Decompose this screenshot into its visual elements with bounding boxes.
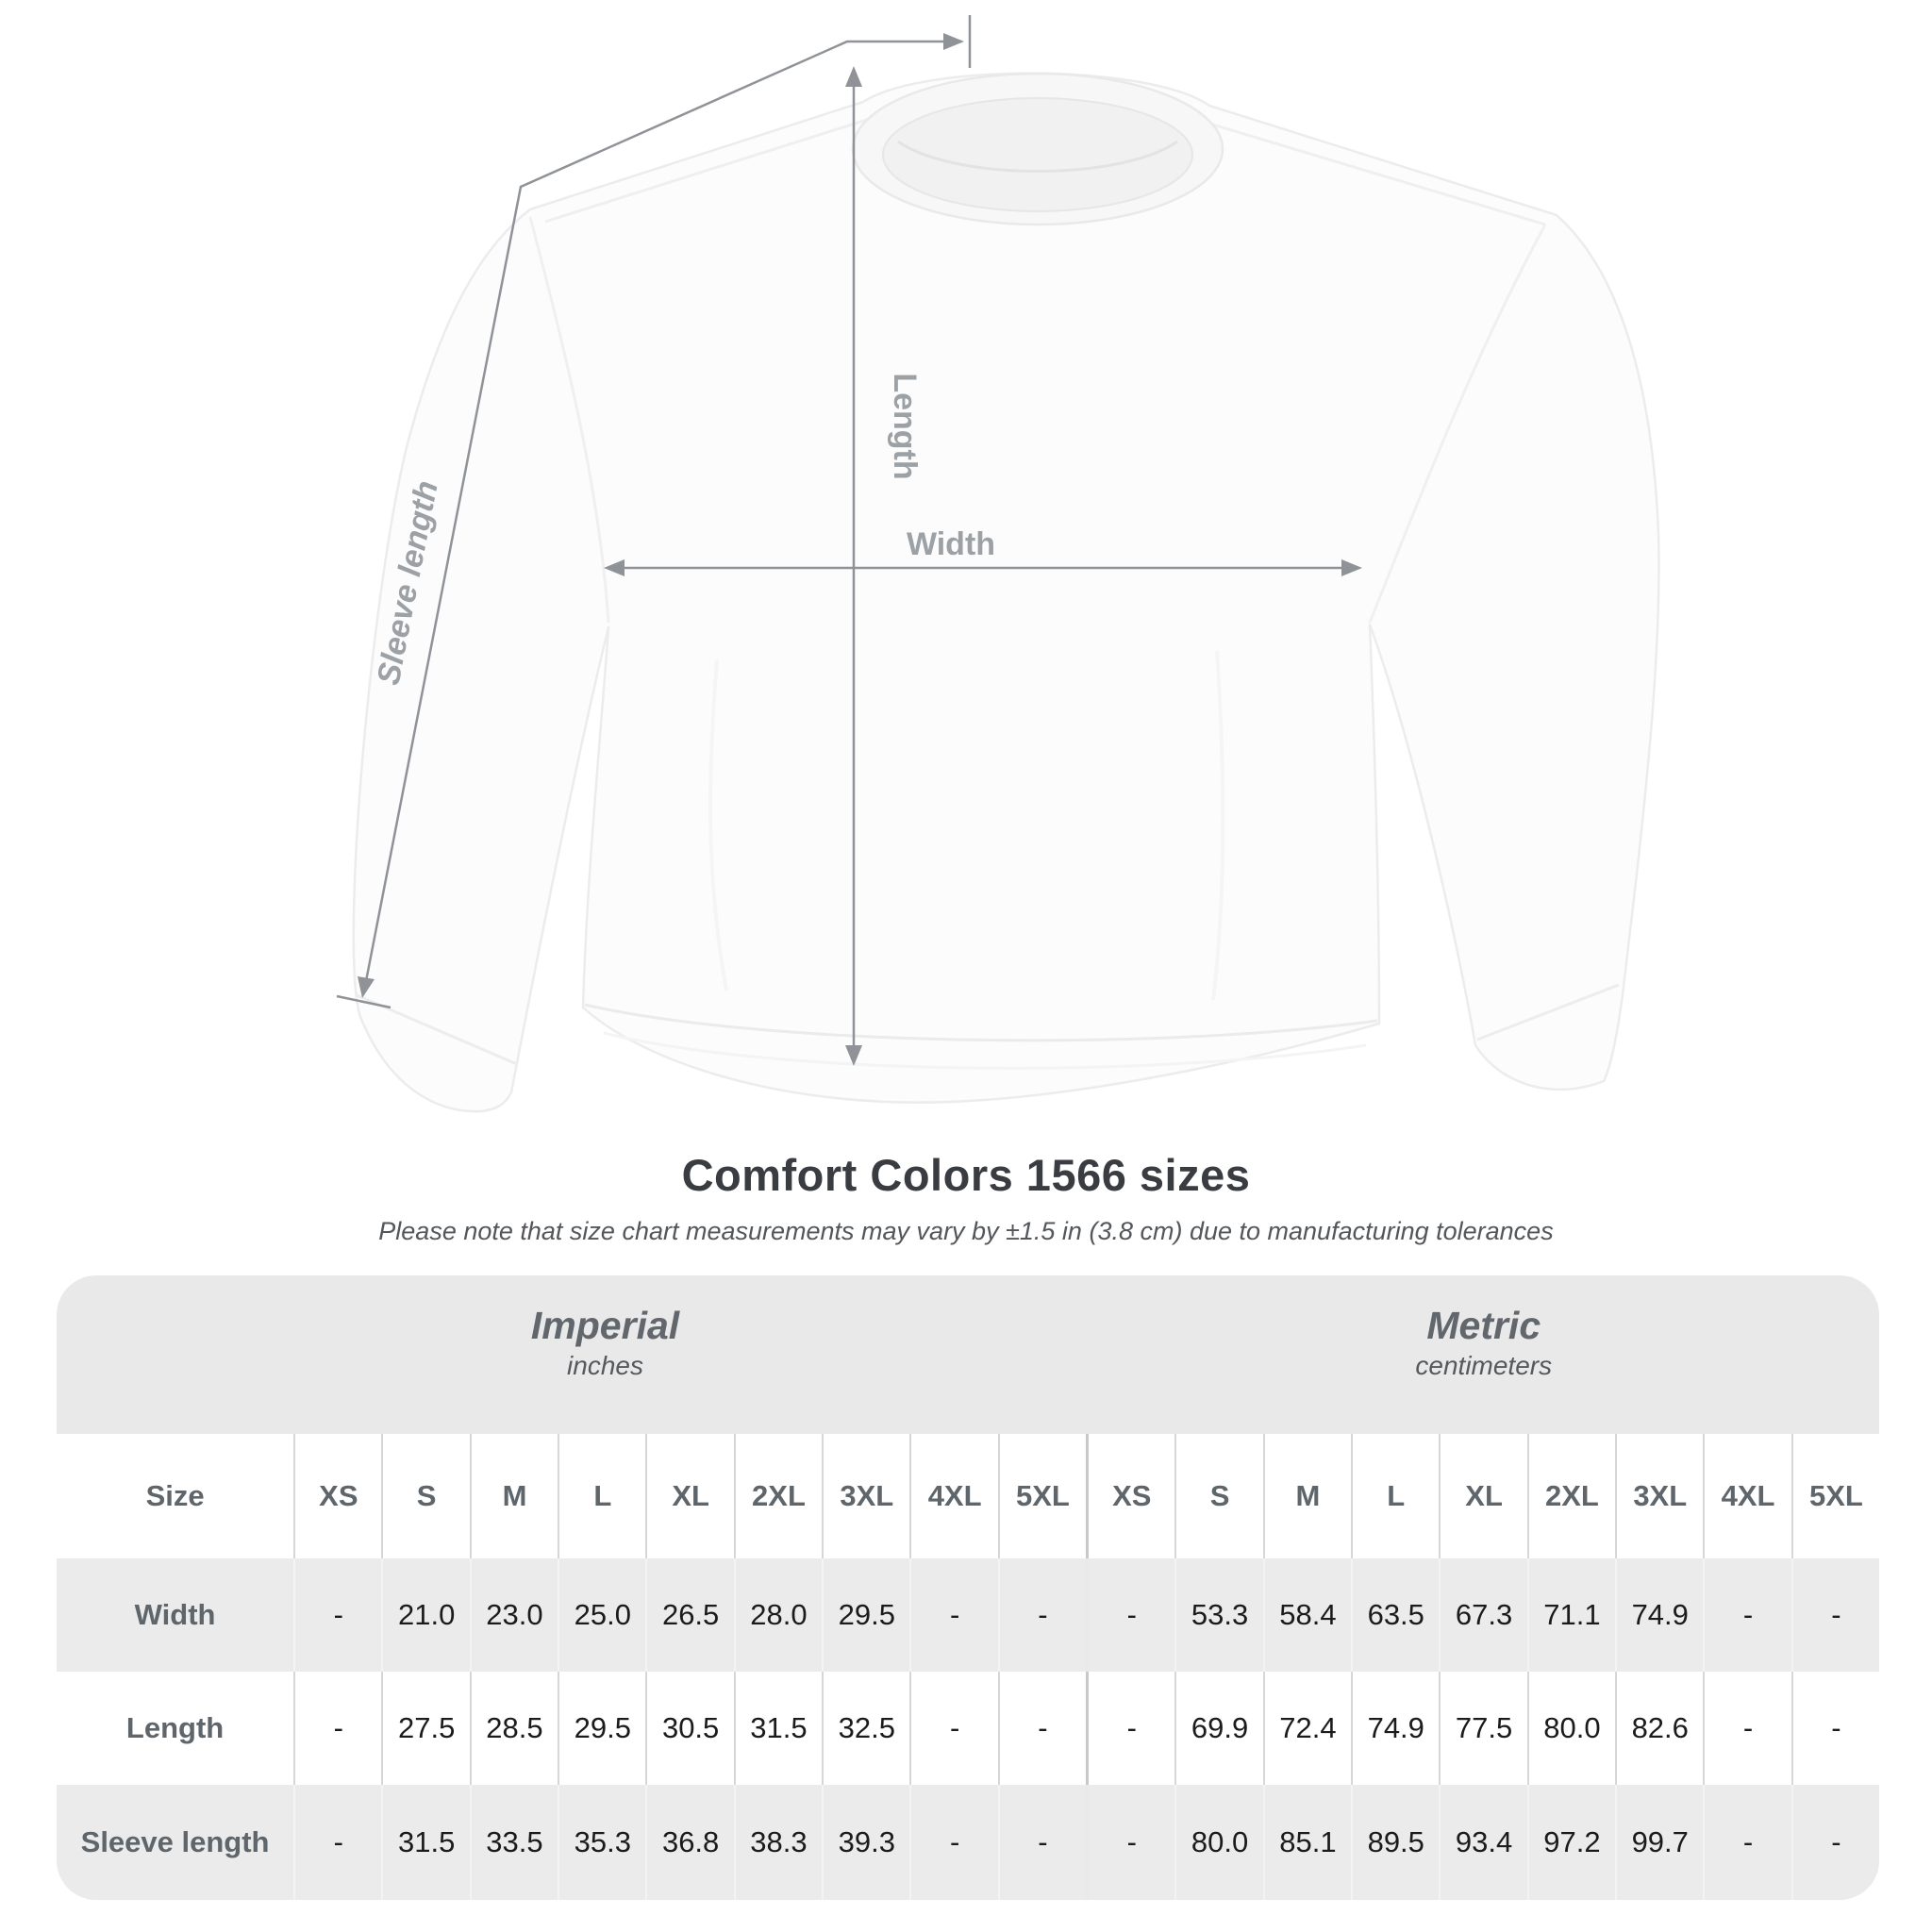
table-cell: 80.0 bbox=[1174, 1785, 1262, 1900]
table-cell: 30.5 bbox=[645, 1672, 733, 1785]
size-column-header: XS bbox=[293, 1434, 381, 1558]
row-label-length: Length bbox=[125, 1711, 225, 1744]
table-cell: 53.3 bbox=[1174, 1558, 1262, 1672]
table-cell: - bbox=[1086, 1785, 1174, 1900]
table-cell: 29.5 bbox=[822, 1558, 909, 1672]
imperial-label: Imperial bbox=[530, 1304, 680, 1347]
size-column-header: 5XL bbox=[997, 1434, 1086, 1558]
table-cell: 67.3 bbox=[1439, 1558, 1526, 1672]
size-column-header: M bbox=[1262, 1434, 1351, 1558]
table-cell: 28.5 bbox=[469, 1672, 558, 1785]
table-cell: 97.2 bbox=[1526, 1785, 1615, 1900]
tolerance-note: Please note that size chart measurements… bbox=[378, 1217, 1554, 1245]
width-label: Width bbox=[907, 526, 995, 562]
sleeve-length-arrow bbox=[336, 15, 972, 1009]
table-cell: 74.9 bbox=[1615, 1558, 1703, 1672]
size-row-header: Size bbox=[145, 1479, 205, 1512]
length-arrow bbox=[845, 66, 862, 1066]
table-cell: 35.3 bbox=[558, 1785, 645, 1900]
size-column-header: 4XL bbox=[909, 1434, 997, 1558]
page-title: Comfort Colors 1566 sizes bbox=[681, 1150, 1251, 1200]
table-cell: - bbox=[1703, 1672, 1790, 1785]
sweatshirt-diagram: Length Width Sleeve length bbox=[336, 15, 1660, 1113]
imperial-unit: inches bbox=[567, 1351, 643, 1380]
row-label-sleeve-length: Sleeve length bbox=[80, 1825, 270, 1858]
size-column-header: XL bbox=[1439, 1434, 1526, 1558]
table-cell: - bbox=[1790, 1558, 1879, 1672]
size-column-header: L bbox=[558, 1434, 645, 1558]
size-column-header: L bbox=[1351, 1434, 1439, 1558]
table-cell: - bbox=[1703, 1558, 1790, 1672]
length-label: Length bbox=[887, 373, 923, 479]
size-column-header: XS bbox=[1086, 1434, 1174, 1558]
table-cell: 29.5 bbox=[558, 1672, 645, 1785]
metric-unit: centimeters bbox=[1415, 1351, 1553, 1380]
table-row-sleeve-length: Sleeve length - 31.5 33.5 35.3 36.8 38.3… bbox=[57, 1785, 1879, 1900]
size-column-header: 4XL bbox=[1703, 1434, 1790, 1558]
table-cell: 99.7 bbox=[1615, 1785, 1703, 1900]
table-cell: 31.5 bbox=[381, 1785, 469, 1900]
table-cell: 28.0 bbox=[733, 1558, 822, 1672]
table-cell: - bbox=[909, 1558, 997, 1672]
table-cell: - bbox=[293, 1672, 381, 1785]
table-cell: 36.8 bbox=[645, 1785, 733, 1900]
table-cell: 31.5 bbox=[733, 1672, 822, 1785]
table-cell: - bbox=[1703, 1785, 1790, 1900]
table-cell: 27.5 bbox=[381, 1672, 469, 1785]
table-cell: 33.5 bbox=[469, 1785, 558, 1900]
metric-label: Metric bbox=[1426, 1304, 1541, 1347]
table-cell: 80.0 bbox=[1526, 1672, 1615, 1785]
table-cell: 23.0 bbox=[469, 1558, 558, 1672]
size-chart-table: Imperial inches Metric centimeters Size … bbox=[57, 1275, 1879, 1900]
table-cell: 74.9 bbox=[1351, 1672, 1439, 1785]
table-cell: - bbox=[997, 1672, 1086, 1785]
table-cell: 39.3 bbox=[822, 1785, 909, 1900]
table-cell: 25.0 bbox=[558, 1558, 645, 1672]
table-cell: 63.5 bbox=[1351, 1558, 1439, 1672]
size-column-header: S bbox=[1174, 1434, 1262, 1558]
table-cell: 58.4 bbox=[1262, 1558, 1351, 1672]
size-column-header: 2XL bbox=[733, 1434, 822, 1558]
table-cell: 82.6 bbox=[1615, 1672, 1703, 1785]
table-cell: 77.5 bbox=[1439, 1672, 1526, 1785]
table-cell: - bbox=[997, 1785, 1086, 1900]
table-cell: - bbox=[1790, 1672, 1879, 1785]
table-cell: 26.5 bbox=[645, 1558, 733, 1672]
row-label-width: Width bbox=[134, 1598, 216, 1631]
table-row-length: Length - 27.5 28.5 29.5 30.5 31.5 32.5 -… bbox=[57, 1672, 1879, 1785]
table-cell: - bbox=[1086, 1558, 1174, 1672]
size-column-header: 3XL bbox=[822, 1434, 909, 1558]
table-cell: 89.5 bbox=[1351, 1785, 1439, 1900]
size-column-header: 5XL bbox=[1790, 1434, 1879, 1558]
table-cell: - bbox=[293, 1558, 381, 1672]
sweatshirt-illustration bbox=[352, 72, 1660, 1113]
table-cell: 71.1 bbox=[1526, 1558, 1615, 1672]
table-cell: 72.4 bbox=[1262, 1672, 1351, 1785]
table-cell: 21.0 bbox=[381, 1558, 469, 1672]
table-cell: - bbox=[293, 1785, 381, 1900]
size-column-header: 3XL bbox=[1615, 1434, 1703, 1558]
table-cell: 38.3 bbox=[733, 1785, 822, 1900]
table-cell: 93.4 bbox=[1439, 1785, 1526, 1900]
unit-group-header: Imperial inches Metric centimeters bbox=[57, 1275, 1879, 1434]
table-cell: 85.1 bbox=[1262, 1785, 1351, 1900]
width-arrow bbox=[604, 559, 1362, 576]
size-column-header: XL bbox=[645, 1434, 733, 1558]
size-column-header: 2XL bbox=[1526, 1434, 1615, 1558]
table-cell: 69.9 bbox=[1174, 1672, 1262, 1785]
metric-group-header: Metric centimeters bbox=[1415, 1304, 1552, 1385]
imperial-group-header: Imperial inches bbox=[531, 1304, 679, 1385]
table-cell: - bbox=[997, 1558, 1086, 1672]
table-cell: 32.5 bbox=[822, 1672, 909, 1785]
size-column-header: S bbox=[381, 1434, 469, 1558]
table-cell: - bbox=[909, 1785, 997, 1900]
table-cell: - bbox=[1086, 1672, 1174, 1785]
size-header-row: Size XS S M L XL 2XL 3XL 4XL 5XL XS S M … bbox=[57, 1434, 1879, 1558]
table-cell: - bbox=[1790, 1785, 1879, 1900]
table-row-width: Width - 21.0 23.0 25.0 26.5 28.0 29.5 - … bbox=[57, 1558, 1879, 1672]
table-cell: - bbox=[909, 1672, 997, 1785]
size-column-header: M bbox=[469, 1434, 558, 1558]
